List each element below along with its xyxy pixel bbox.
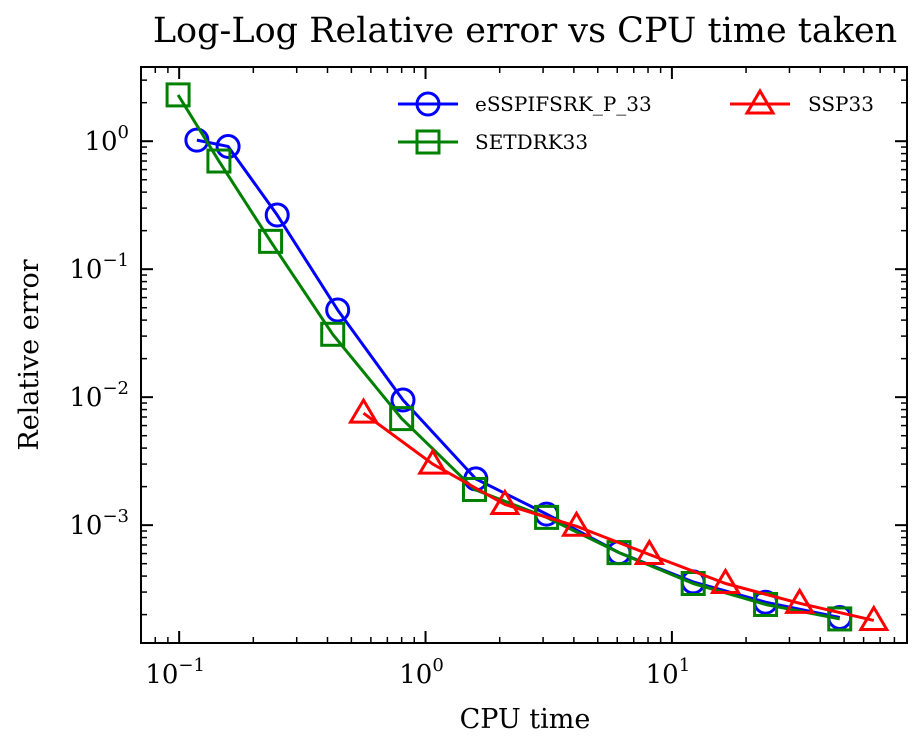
y-tick-label: 100 [84, 122, 129, 157]
y-tick-label: 10−3 [69, 506, 129, 541]
data-point-circle [325, 297, 351, 323]
y-axis-label: Relative error [14, 259, 45, 450]
legend: eSSPIFSRK_P_33 SETDRK33 SSP33 [398, 88, 874, 155]
legend-marker-triangle [744, 88, 776, 115]
data-point-square [461, 476, 487, 502]
data-point-triangle [784, 587, 816, 614]
plot-frame [140, 66, 908, 644]
data-point-circle [390, 387, 416, 413]
data-point-triangle [709, 567, 742, 595]
data-point-square [258, 228, 284, 254]
legend-marker-circle [415, 91, 441, 117]
y-tick-label: 10−2 [69, 378, 129, 413]
legend-label-ssp33: SSP33 [808, 92, 874, 116]
data-point-triangle [633, 538, 665, 565]
series-layer [165, 82, 890, 632]
x-tick-label: 100 [399, 655, 444, 690]
data-point-triangle [560, 510, 593, 537]
data-point-circle [184, 127, 210, 153]
data-point-circle [215, 133, 241, 159]
legend-entry-ssp33: SSP33 [730, 88, 874, 116]
ticks-layer: 10−1 100 101 100 10−1 10−2 10−3 [69, 67, 907, 690]
data-point-square [320, 321, 346, 347]
data-point-square [206, 148, 232, 174]
series-line [176, 94, 841, 621]
series-3 [347, 397, 890, 631]
y-tick-label: 10−1 [69, 250, 129, 285]
data-point-square [534, 504, 560, 530]
data-point-circle [264, 202, 290, 228]
legend-entry-essspifsrk: eSSPIFSRK_P_33 [398, 91, 652, 117]
data-point-square [827, 606, 853, 632]
x-tick-label: 10−1 [145, 655, 205, 690]
data-point-triangle [347, 397, 380, 424]
data-point-triangle [858, 604, 890, 631]
data-point-square [389, 406, 415, 432]
legend-entry-setdrk33: SETDRK33 [398, 129, 588, 155]
chart-title: Log-Log Relative error vs CPU time taken [153, 11, 897, 51]
legend-label-setdrk33: SETDRK33 [475, 130, 588, 154]
data-point-triangle [417, 448, 449, 475]
x-axis-label: CPU time [460, 704, 591, 735]
data-point-triangle [489, 488, 521, 515]
legend-label-essspifsrk: eSSPIFSRK_P_33 [475, 92, 652, 116]
data-point-square [165, 82, 191, 108]
x-tick-label: 101 [646, 655, 691, 690]
legend-marker-square [415, 129, 441, 155]
